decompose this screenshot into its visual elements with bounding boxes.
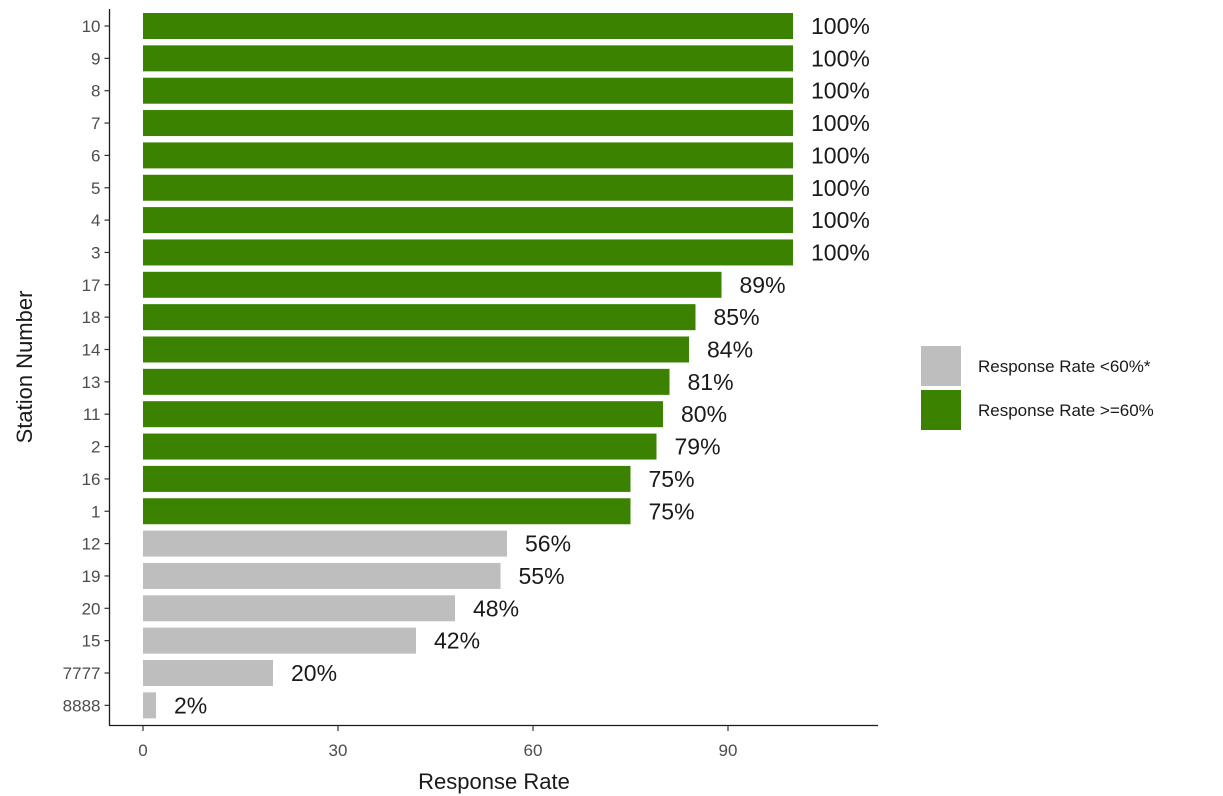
y-tick-label-1: 1 xyxy=(91,502,100,521)
bar-station-19 xyxy=(143,562,501,589)
bar-station-14 xyxy=(143,336,689,363)
y-tick-label-4: 4 xyxy=(91,211,100,230)
bar-station-5 xyxy=(143,174,793,201)
bar-station-2 xyxy=(143,433,657,460)
data-label-station-9: 100% xyxy=(811,45,870,71)
bar-station-10 xyxy=(143,13,793,39)
y-tick-label-3: 3 xyxy=(91,243,100,262)
bar-station-18 xyxy=(143,304,696,331)
y-tick-label-9: 9 xyxy=(91,49,100,68)
data-label-station-16: 75% xyxy=(649,466,695,492)
bar-station-20 xyxy=(143,595,455,622)
x-axis-title: Response Rate xyxy=(418,769,570,794)
y-tick-label-14: 14 xyxy=(82,341,101,360)
x-tick-label-0: 0 xyxy=(138,741,147,760)
bar-station-11 xyxy=(143,401,663,428)
data-label-station-12: 56% xyxy=(525,531,571,557)
bar-station-15 xyxy=(143,627,416,654)
data-label-station-1: 75% xyxy=(649,498,695,524)
data-label-station-3: 100% xyxy=(811,239,870,265)
data-label-station-6: 100% xyxy=(811,142,870,168)
bar-station-9 xyxy=(143,45,793,72)
y-tick-label-10: 10 xyxy=(82,17,101,36)
y-tick-label-15: 15 xyxy=(82,632,101,651)
data-label-station-2: 79% xyxy=(675,434,721,460)
data-label-station-14: 84% xyxy=(707,337,753,363)
data-label-station-7: 100% xyxy=(811,110,870,136)
axes-layer xyxy=(108,9,878,727)
data-label-station-4: 100% xyxy=(811,207,870,233)
y-tick-label-7777: 7777 xyxy=(63,664,101,683)
y-tick-label-19: 19 xyxy=(82,567,101,586)
data-label-station-15: 42% xyxy=(434,628,480,654)
y-tick-label-8: 8 xyxy=(91,82,100,101)
bar-station-3 xyxy=(143,239,793,266)
data-label-station-8888: 2% xyxy=(174,692,207,718)
y-tick-label-8888: 8888 xyxy=(63,696,101,715)
bar-station-12 xyxy=(143,530,507,557)
legend-label-low: Response Rate <60%* xyxy=(978,357,1151,376)
data-label-station-17: 89% xyxy=(740,272,786,298)
x-tick-label-60: 60 xyxy=(524,741,543,760)
x-tick-layer: 0 30 60 90 xyxy=(138,725,738,760)
data-label-station-7777: 20% xyxy=(291,660,337,686)
bar-station-16 xyxy=(143,465,631,492)
data-label-station-11: 80% xyxy=(681,401,727,427)
bar-station-8888 xyxy=(143,692,156,719)
bar-station-17 xyxy=(143,271,722,298)
data-label-station-20: 48% xyxy=(473,595,519,621)
bars-layer xyxy=(143,13,793,719)
bar-station-8 xyxy=(143,77,793,104)
data-label-station-13: 81% xyxy=(688,369,734,395)
legend-label-high: Response Rate >=60% xyxy=(978,401,1154,420)
legend-key-high xyxy=(921,390,961,430)
bar-station-7777 xyxy=(143,660,273,686)
data-label-station-10: 100% xyxy=(811,13,870,39)
data-label-station-18: 85% xyxy=(714,304,760,330)
y-tick-label-6: 6 xyxy=(91,146,100,165)
y-tick-label-5: 5 xyxy=(91,179,100,198)
data-labels-layer: 100% 100% 100% 100% 100% 100% 100% 100% 89% 85% 84… xyxy=(174,13,870,718)
bar-station-4 xyxy=(143,207,793,234)
bar-station-1 xyxy=(143,498,631,525)
x-tick-label-30: 30 xyxy=(329,741,348,760)
y-tick-label-13: 13 xyxy=(82,373,101,392)
data-label-station-8: 100% xyxy=(811,78,870,104)
y-tick-label-2: 2 xyxy=(91,438,100,457)
data-label-station-5: 100% xyxy=(811,175,870,201)
bar-station-13 xyxy=(143,368,670,395)
y-tick-label-17: 17 xyxy=(82,276,101,295)
bar-station-7 xyxy=(143,110,793,137)
legend: Response Rate <60%* Response Rate >=60% xyxy=(921,346,1154,430)
y-tick-label-7: 7 xyxy=(91,114,100,133)
y-tick-label-11: 11 xyxy=(83,405,101,424)
y-tick-label-12: 12 xyxy=(82,535,101,554)
data-label-station-19: 55% xyxy=(519,563,565,589)
bar-station-6 xyxy=(143,142,793,169)
y-tick-label-18: 18 xyxy=(82,308,101,327)
x-tick-label-90: 90 xyxy=(719,741,738,760)
y-axis-title: Station Number xyxy=(12,291,37,444)
legend-key-low xyxy=(921,346,961,386)
y-tick-label-20: 20 xyxy=(82,599,101,618)
y-tick-label-16: 16 xyxy=(82,470,101,489)
